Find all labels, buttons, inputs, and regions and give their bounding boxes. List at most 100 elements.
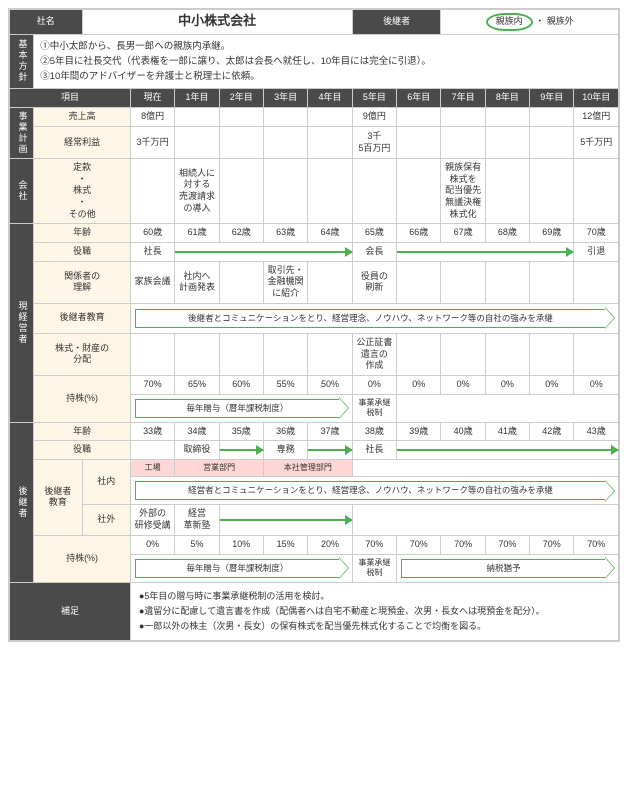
cell: 取締役 — [175, 441, 219, 460]
profit-label: 経常利益 — [34, 127, 131, 159]
cell: 69歳 — [530, 224, 574, 243]
educ1-label: 後継者教育 — [34, 303, 131, 333]
arrow — [219, 505, 352, 535]
separator: ・ — [535, 16, 544, 26]
cell: 5千万円 — [574, 127, 619, 159]
cell: 10% — [219, 535, 263, 554]
shares2-banner-left: 毎年贈与（暦年課税制度） — [135, 559, 340, 578]
note-label: 補足 — [10, 582, 131, 641]
section-successor: 後継者 — [10, 422, 34, 582]
cell: 42歳 — [530, 422, 574, 441]
column-header-row: 項目 現在 1年目 2年目 3年目 4年目 5年目 6年目 7年目 8年目 9年… — [10, 89, 619, 108]
cell: 41歳 — [485, 422, 529, 441]
cell: 38歳 — [352, 422, 396, 441]
cell: 39歳 — [397, 422, 441, 441]
policy-label: 基本方針 — [10, 34, 34, 89]
cell: 68歳 — [485, 224, 529, 243]
section-business: 事業計画 — [10, 107, 34, 158]
cell: 34歳 — [175, 422, 219, 441]
cell: 60% — [219, 375, 263, 394]
cell: 61歳 — [175, 224, 219, 243]
company-name: 中小株式会社 — [82, 10, 352, 35]
cell: 相続人に 対する 売渡請求 の導入 — [175, 158, 219, 223]
col-y3: 3年目 — [263, 89, 307, 108]
cell: 40歳 — [441, 422, 485, 441]
cell: 0% — [485, 375, 529, 394]
shares2-banner-right: 納税猶予 — [401, 559, 606, 578]
profit-row: 経常利益 3千万円 3千 5百万円 5千万円 — [10, 127, 619, 159]
cell: 公正証書 遺言の 作成 — [352, 333, 396, 375]
arrow — [397, 441, 619, 460]
understand-label: 関係者の 理解 — [34, 261, 131, 303]
cell: 3千 5百万円 — [352, 127, 396, 159]
successor-options: 親族内 ・ 親族外 — [441, 10, 619, 35]
col-current: 現在 — [130, 89, 174, 108]
col-y2: 2年目 — [219, 89, 263, 108]
educ1-banner: 後継者とコミュニケーションをとり、経営理念、ノウハウ、ネットワーク等の自社の強み… — [135, 309, 606, 328]
cell: 70歳 — [574, 224, 619, 243]
cell: 家族会議 — [130, 261, 174, 303]
cell: 70% — [441, 535, 485, 554]
col-y10: 10年目 — [574, 89, 619, 108]
educ2-inside: 社内 — [82, 460, 130, 505]
arrow — [219, 441, 263, 460]
cell: 70% — [130, 375, 174, 394]
assets-row: 株式・財産の 分配 公正証書 遺言の 作成 — [10, 333, 619, 375]
role2-label: 役職 — [34, 441, 131, 460]
dept: 工場 — [130, 460, 174, 477]
role2-row: 役職 取締役 専務 社長 — [10, 441, 619, 460]
understand-row: 関係者の 理解 家族会議 社内へ 計画発表 取引先・ 金融機関 に紹介 役員の … — [10, 261, 619, 303]
age2-label: 年齢 — [34, 422, 131, 441]
note-line: ●5年目の贈与時に事業承継税制の活用を検討。 — [139, 589, 610, 604]
arrow — [308, 441, 352, 460]
role1-row: 役職 社長 会長 引退 — [10, 243, 619, 262]
shares2-row: 持株(%) 0% 5% 10% 15% 20% 70% 70% 70% 70% … — [10, 535, 619, 554]
cell: 12億円 — [574, 107, 619, 126]
cell: 50% — [308, 375, 352, 394]
col-y1: 1年目 — [175, 89, 219, 108]
cell: 引退 — [574, 243, 619, 262]
arrow — [397, 243, 574, 262]
successor-label: 後継者 — [352, 10, 441, 35]
shares1-banner-right: 事業承継 税制 — [352, 394, 396, 422]
policy-line: ③10年間のアドバイザーを弁護士と税理士に依頼。 — [40, 69, 612, 84]
cell: 37歳 — [308, 422, 352, 441]
col-y4: 4年目 — [308, 89, 352, 108]
cell: 0% — [441, 375, 485, 394]
cell: 15% — [263, 535, 307, 554]
cell: 役員の 刷新 — [352, 261, 396, 303]
cell: 親族保有 株式を 配当優先 無議決権 株式化 — [441, 158, 485, 223]
cell: 経営 革新塾 — [175, 505, 219, 535]
cell: 8億円 — [130, 107, 174, 126]
cell: 9億円 — [352, 107, 396, 126]
educ2-banner: 経営者とコミュニケーションをとり、経営理念、ノウハウ、ネットワーク等の自社の強み… — [135, 481, 606, 500]
educ1-row: 後継者教育 後継者とコミュニケーションをとり、経営理念、ノウハウ、ネットワーク等… — [10, 303, 619, 333]
cell: 外部の 研修受講 — [130, 505, 174, 535]
option-external: 親族外 — [547, 16, 574, 26]
cell: 36歳 — [263, 422, 307, 441]
option-internal: 親族内 — [486, 13, 533, 31]
col-y8: 8年目 — [485, 89, 529, 108]
arrow — [175, 243, 352, 262]
section-company: 会社 — [10, 158, 34, 223]
articles-label: 定款 ・ 株式 ・ その他 — [34, 158, 131, 223]
cell: 64歳 — [308, 224, 352, 243]
plan-table: 社名 中小株式会社 後継者 親族内 ・ 親族外 基本方針 ①中小太郎から、長男一… — [8, 8, 620, 642]
col-y6: 6年目 — [397, 89, 441, 108]
note-line: ●遺留分に配慮して遺言書を作成（配偶者へは自宅不動産と現預金、次男・長女へは現預… — [139, 604, 610, 619]
cell: 0% — [530, 375, 574, 394]
section-current-mgr: 現経営者 — [10, 224, 34, 422]
shares1-row: 持株(%) 70% 65% 60% 55% 50% 0% 0% 0% 0% 0%… — [10, 375, 619, 394]
dept: 本社管理部門 — [263, 460, 352, 477]
cell: 専務 — [263, 441, 307, 460]
col-y5: 5年目 — [352, 89, 396, 108]
policy-line: ①中小太郎から、長男一郎への親族内承継。 — [40, 39, 612, 54]
cell: 65% — [175, 375, 219, 394]
dept: 営業部門 — [175, 460, 264, 477]
cell: 取引先・ 金融機関 に紹介 — [263, 261, 307, 303]
company-label: 社名 — [10, 10, 83, 35]
cell: 社長 — [352, 441, 396, 460]
cell: 70% — [485, 535, 529, 554]
cell: 0% — [352, 375, 396, 394]
cell: 70% — [530, 535, 574, 554]
